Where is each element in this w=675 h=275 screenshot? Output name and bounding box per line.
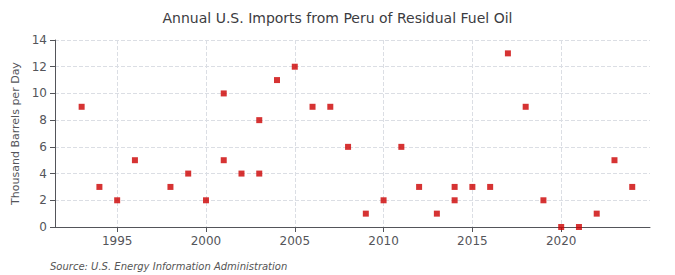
svg-text:2020: 2020 [546,234,577,248]
svg-text:1995: 1995 [102,234,133,248]
svg-text:2010: 2010 [368,234,399,248]
svg-text:2005: 2005 [280,234,311,248]
svg-text:14: 14 [32,33,47,47]
svg-text:2015: 2015 [457,234,488,248]
svg-text:2: 2 [39,193,47,207]
svg-text:10: 10 [32,86,47,100]
svg-text:6: 6 [39,140,47,154]
svg-text:Thousand Barrels per Day: Thousand Barrels per Day [9,62,22,206]
svg-text:12: 12 [32,60,47,74]
svg-text:0: 0 [39,220,47,234]
svg-text:2000: 2000 [191,234,222,248]
svg-text:Source: U.S. Energy Informatio: Source: U.S. Energy Information Administ… [50,261,287,272]
svg-text:Annual U.S. Imports from Peru: Annual U.S. Imports from Peru of Residua… [163,10,513,26]
svg-text:8: 8 [39,113,47,127]
svg-text:4: 4 [39,167,47,181]
